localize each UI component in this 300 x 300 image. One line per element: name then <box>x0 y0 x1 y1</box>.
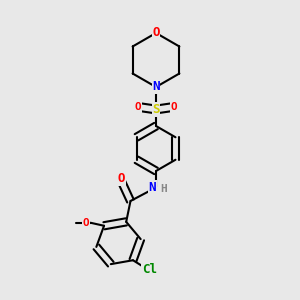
Text: O: O <box>152 26 160 40</box>
Text: N: N <box>148 181 156 194</box>
Text: O: O <box>82 218 89 228</box>
Text: O: O <box>135 102 141 112</box>
Text: Cl: Cl <box>142 263 157 276</box>
Text: O: O <box>118 172 125 185</box>
Text: S: S <box>152 103 160 116</box>
Text: N: N <box>152 80 160 94</box>
Text: O: O <box>171 102 177 112</box>
Text: H: H <box>160 184 167 194</box>
